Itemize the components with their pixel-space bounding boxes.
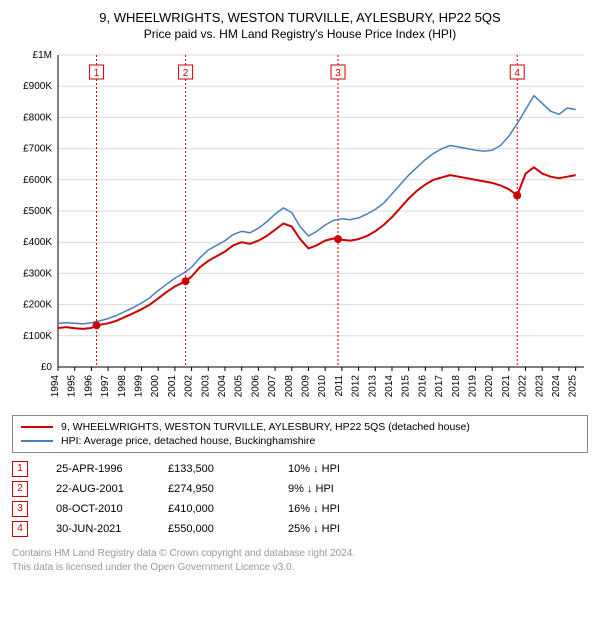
footnote-line-2: This data is licensed under the Open Gov… — [12, 561, 588, 575]
sales-table: 1 25-APR-1996 £133,500 10% ↓ HPI 2 22-AUG-200… — [12, 459, 588, 539]
legend-label: 9, WHEELWRIGHTS, WESTON TURVILLE, AYLESB… — [61, 421, 470, 433]
svg-text:1998: 1998 — [117, 375, 128, 398]
svg-text:2012: 2012 — [351, 375, 362, 398]
sale-diff: 16% ↓ HPI — [288, 503, 408, 515]
chart-subtitle: Price paid vs. HM Land Registry's House … — [10, 27, 590, 41]
svg-text:4: 4 — [514, 68, 520, 79]
sale-row: 3 08-OCT-2010 £410,000 16% ↓ HPI — [12, 499, 588, 519]
svg-text:2023: 2023 — [534, 375, 545, 398]
svg-text:2022: 2022 — [518, 375, 529, 398]
svg-text:2001: 2001 — [167, 375, 178, 398]
svg-text:2021: 2021 — [501, 375, 512, 398]
sale-date: 30-JUN-2021 — [38, 523, 158, 535]
legend: 9, WHEELWRIGHTS, WESTON TURVILLE, AYLESB… — [12, 415, 588, 453]
svg-text:2016: 2016 — [417, 375, 428, 398]
sale-row: 4 30-JUN-2021 £550,000 25% ↓ HPI — [12, 519, 588, 539]
sale-date: 25-APR-1996 — [38, 463, 158, 475]
sale-badge: 3 — [12, 501, 28, 517]
svg-text:2011: 2011 — [334, 375, 345, 397]
legend-label: HPI: Average price, detached house, Buck… — [61, 435, 315, 447]
sale-price: £410,000 — [168, 503, 278, 515]
svg-text:£200K: £200K — [23, 300, 52, 311]
svg-text:2015: 2015 — [401, 375, 412, 398]
legend-swatch — [21, 440, 53, 442]
sale-row: 1 25-APR-1996 £133,500 10% ↓ HPI — [12, 459, 588, 479]
svg-text:2007: 2007 — [267, 375, 278, 398]
sale-badge: 4 — [12, 521, 28, 537]
svg-text:£1M: £1M — [33, 50, 52, 61]
svg-text:£300K: £300K — [23, 268, 52, 279]
svg-text:3: 3 — [335, 68, 341, 79]
svg-text:2018: 2018 — [451, 375, 462, 398]
svg-text:1999: 1999 — [133, 375, 144, 398]
footnote-line-1: Contains HM Land Registry data © Crown c… — [12, 547, 588, 561]
svg-text:2014: 2014 — [384, 375, 395, 398]
svg-text:1994: 1994 — [50, 375, 61, 398]
legend-item: 9, WHEELWRIGHTS, WESTON TURVILLE, AYLESB… — [21, 420, 579, 434]
svg-text:2: 2 — [183, 68, 189, 79]
sale-price: £274,950 — [168, 483, 278, 495]
sale-row: 2 22-AUG-2001 £274,950 9% ↓ HPI — [12, 479, 588, 499]
svg-text:2005: 2005 — [234, 375, 245, 398]
svg-text:£600K: £600K — [23, 175, 52, 186]
svg-text:2010: 2010 — [317, 375, 328, 398]
sale-diff: 9% ↓ HPI — [288, 483, 408, 495]
svg-text:2025: 2025 — [568, 375, 579, 398]
chart-plot-area: £0 £100K £200K £300K £400K £500K £600K £700K £80… — [10, 49, 590, 409]
sale-diff: 10% ↓ HPI — [288, 463, 408, 475]
svg-text:2019: 2019 — [467, 375, 478, 398]
sale-badge: 1 — [12, 461, 28, 477]
svg-text:1996: 1996 — [83, 375, 94, 398]
line-chart-svg: £0 £100K £200K £300K £400K £500K £600K £700K £80… — [10, 49, 590, 409]
svg-text:£700K: £700K — [23, 144, 52, 155]
svg-text:£500K: £500K — [23, 206, 52, 217]
svg-text:1: 1 — [94, 68, 100, 79]
svg-text:2017: 2017 — [434, 375, 445, 398]
svg-text:2002: 2002 — [184, 375, 195, 398]
sale-diff: 25% ↓ HPI — [288, 523, 408, 535]
svg-text:£100K: £100K — [23, 331, 52, 342]
sale-price: £550,000 — [168, 523, 278, 535]
footnote: Contains HM Land Registry data © Crown c… — [12, 547, 588, 574]
svg-text:2003: 2003 — [200, 375, 211, 398]
svg-text:£400K: £400K — [23, 237, 52, 248]
svg-text:2004: 2004 — [217, 375, 228, 398]
svg-text:1995: 1995 — [67, 375, 78, 398]
svg-text:£0: £0 — [41, 362, 53, 373]
legend-item: HPI: Average price, detached house, Buck… — [21, 434, 579, 448]
legend-swatch — [21, 426, 53, 428]
sale-price: £133,500 — [168, 463, 278, 475]
svg-text:2006: 2006 — [250, 375, 261, 398]
svg-text:2009: 2009 — [300, 375, 311, 398]
svg-text:£900K: £900K — [23, 81, 52, 92]
sale-badge: 2 — [12, 481, 28, 497]
svg-text:2000: 2000 — [150, 375, 161, 398]
sale-date: 08-OCT-2010 — [38, 503, 158, 515]
chart-container: 9, WHEELWRIGHTS, WESTON TURVILLE, AYLESB… — [0, 0, 600, 580]
svg-text:£800K: £800K — [23, 112, 52, 123]
svg-text:2024: 2024 — [551, 375, 562, 398]
chart-title: 9, WHEELWRIGHTS, WESTON TURVILLE, AYLESB… — [10, 10, 590, 25]
svg-text:2013: 2013 — [367, 375, 378, 398]
svg-text:2008: 2008 — [284, 375, 295, 398]
svg-text:1997: 1997 — [100, 375, 111, 398]
svg-text:2020: 2020 — [484, 375, 495, 398]
sale-date: 22-AUG-2001 — [38, 483, 158, 495]
